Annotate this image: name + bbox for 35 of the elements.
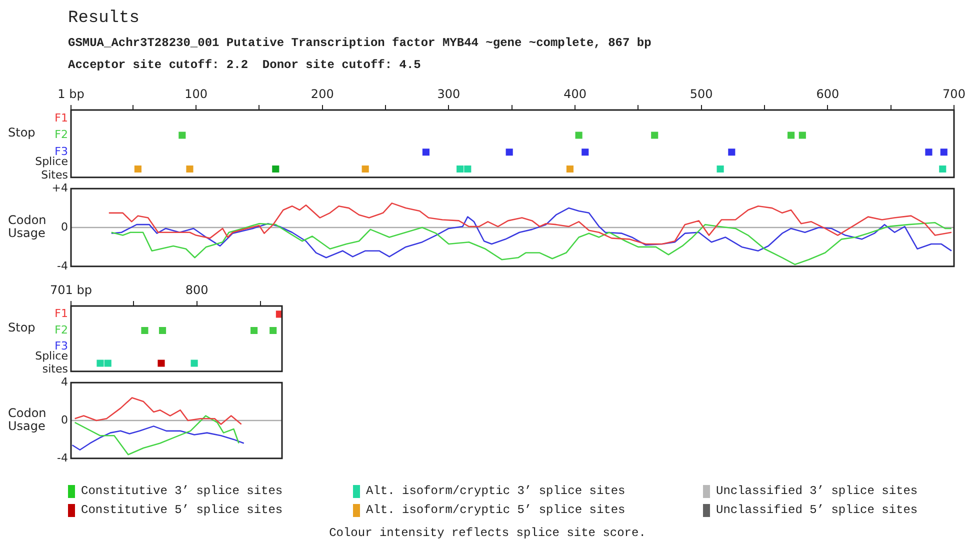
y-axis-title: Stop [8,320,36,334]
text: Colour intensity reflects splice site score. [328,526,647,540]
y-tick-label: F1 [54,307,68,320]
x-tick-label: 200 [310,86,334,101]
x-tick-label: 100 [184,86,208,101]
legend-label: Unclassified 3’ splice sites [715,484,918,498]
legend-label: Constitutive 3’ splice sites [80,484,283,498]
chart-title: Results [68,9,140,28]
y-tick-label: F2 [54,323,68,336]
x-tick-label: 800 [185,282,208,297]
y-tick-label: 0 [61,220,68,234]
y-tick-label: -4 [57,451,68,464]
chart-subtitle: GSMUA_Achr3T28230_001 Putative Transcription factor MYB44 ~gene ~complete, 867 bp Acceptor site cutoff: 2.2 Donor site cutoff: 4.5 [68,36,652,72]
x-tick-label: 500 [690,86,713,101]
legend-label: Unclassified 5’ splice sites [715,503,918,517]
y-tick-label: -4 [57,259,68,272]
legend-label: Constitutive 5’ splice sites [80,503,283,517]
y-tick-label: Splice Sites [35,155,68,182]
legend-label: Alt. isoform/cryptic 3’ splice sites [365,484,626,498]
x-tick-label: 700 [942,86,966,101]
y-tick-label: +4 [52,181,68,194]
y-axis-title: Codon Usage [8,213,48,240]
x-tick-label: 400 [564,86,586,101]
x-tick-label: 701 bp [50,282,92,297]
x-tick-label: 300 [437,86,460,101]
x-tick-label: 1 bp [58,86,84,101]
x-tick-label: 600 [816,86,840,101]
y-axis-title: Stop [8,126,36,140]
y-tick-label: 4 [61,375,68,388]
y-tick-label: F1 [54,111,68,124]
y-tick-label: F3 [54,144,68,158]
legend-label: Alt. isoform/cryptic 5’ splice sites [365,503,626,517]
y-tick-label: 0 [61,413,68,426]
y-tick-label: F2 [54,128,68,142]
y-axis-title: Codon Usage [8,406,48,433]
